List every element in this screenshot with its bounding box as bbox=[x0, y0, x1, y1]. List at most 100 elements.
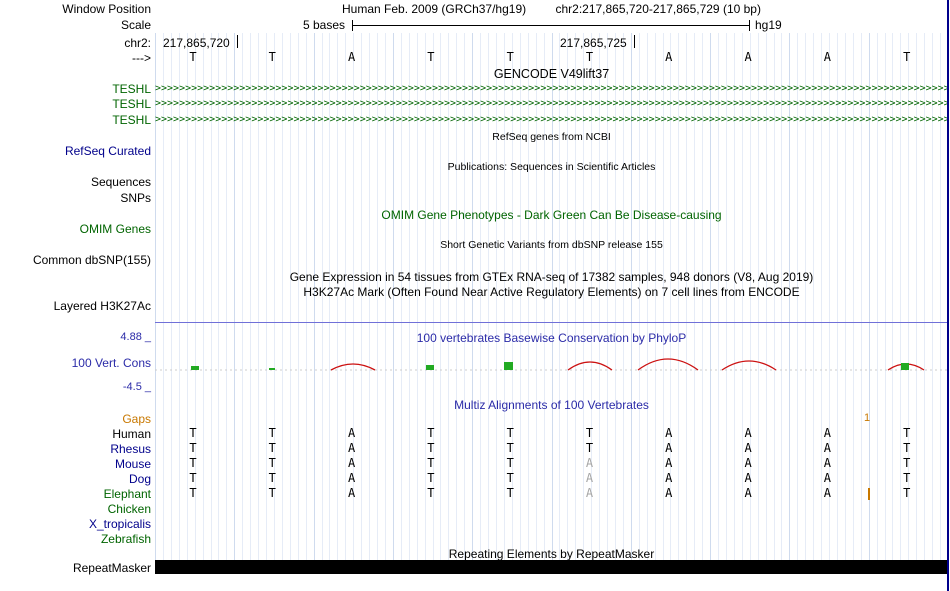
phylop-lower-limit: -4.5 _ bbox=[122, 381, 151, 393]
multiz-track-title[interactable]: Multiz Alignments of 100 Vertebrates bbox=[454, 398, 649, 412]
guideline bbox=[527, 33, 529, 574]
species-label-elephant[interactable]: Elephant bbox=[103, 487, 151, 501]
guideline bbox=[511, 33, 513, 574]
reference-base: T bbox=[585, 50, 594, 64]
species-label-rhesus[interactable]: Rhesus bbox=[110, 442, 151, 456]
guideline bbox=[852, 33, 854, 574]
gencode-track-title[interactable]: GENCODE V49lift37 bbox=[493, 67, 610, 81]
publications-snps-label[interactable]: SNPs bbox=[120, 191, 151, 205]
guideline bbox=[345, 33, 347, 574]
layered-h3k27ac-label[interactable]: Layered H3K27Ac bbox=[53, 299, 151, 313]
guideline bbox=[488, 33, 490, 574]
guideline bbox=[781, 33, 783, 574]
guideline bbox=[844, 33, 846, 574]
alignment-base: T bbox=[506, 486, 514, 500]
guideline bbox=[733, 33, 735, 574]
reference-base: A bbox=[347, 50, 356, 64]
alignment-base: A bbox=[665, 426, 673, 440]
guideline bbox=[868, 33, 870, 574]
gencode-gene-label[interactable]: TESHL bbox=[112, 82, 151, 96]
publications-track-title[interactable]: Publications: Sequences in Scientific Ar… bbox=[447, 161, 656, 173]
guideline bbox=[432, 33, 434, 574]
strand-direction-label: ---> bbox=[132, 51, 151, 65]
alignment-base: A bbox=[823, 486, 832, 500]
gtex-track-title[interactable]: Gene Expression in 54 tissues from GTEx … bbox=[289, 270, 814, 284]
alignment-base: T bbox=[903, 441, 911, 455]
guideline bbox=[646, 33, 648, 574]
guideline bbox=[892, 33, 894, 574]
refseq-track-title[interactable]: RefSeq genes from NCBI bbox=[492, 131, 611, 143]
assembly-title: Human Feb. 2009 (GRCh37/hg19) bbox=[342, 2, 527, 16]
publications-sequences-label[interactable]: Sequences bbox=[90, 175, 151, 189]
common-dbsnp-label[interactable]: Common dbSNP(155) bbox=[32, 253, 151, 267]
guideline bbox=[353, 33, 355, 574]
guideline bbox=[218, 33, 220, 574]
alignment-base: T bbox=[189, 471, 197, 485]
guideline bbox=[575, 33, 577, 574]
alignment-base: T bbox=[268, 486, 276, 500]
guideline bbox=[916, 33, 918, 574]
species-label-mouse[interactable]: Mouse bbox=[114, 457, 151, 471]
guideline bbox=[821, 33, 823, 574]
guideline bbox=[797, 33, 799, 574]
guideline bbox=[361, 33, 363, 574]
guideline bbox=[186, 33, 188, 574]
multiz-gaps-label[interactable]: Gaps bbox=[122, 412, 151, 426]
guideline bbox=[234, 33, 236, 574]
guideline bbox=[305, 33, 307, 574]
species-label-human[interactable]: Human bbox=[112, 427, 151, 441]
guideline bbox=[725, 33, 727, 574]
guideline bbox=[400, 33, 402, 574]
guideline bbox=[472, 33, 474, 574]
refseq-curated-label[interactable]: RefSeq Curated bbox=[64, 144, 151, 158]
guideline bbox=[392, 33, 394, 574]
repeatmasker-track-title[interactable]: Repeating Elements by RepeatMasker bbox=[448, 547, 655, 561]
transcript-direction-arrows[interactable]: >>>>>>>>>>>>>>>>>>>>>>>>>>>>>>>>>>>>>>>>… bbox=[155, 98, 947, 109]
scale-label: Scale bbox=[120, 18, 151, 32]
species-label-dog[interactable]: Dog bbox=[128, 472, 151, 486]
transcript-direction-arrows[interactable]: >>>>>>>>>>>>>>>>>>>>>>>>>>>>>>>>>>>>>>>>… bbox=[155, 83, 947, 94]
h3k27ac-track-title[interactable]: H3K27Ac Mark (Often Found Near Active Re… bbox=[303, 285, 800, 299]
guideline bbox=[202, 33, 204, 574]
alignment-base: T bbox=[506, 426, 514, 440]
alignment-base: A bbox=[823, 456, 832, 470]
guideline bbox=[614, 33, 616, 574]
transcript-direction-arrows[interactable]: >>>>>>>>>>>>>>>>>>>>>>>>>>>>>>>>>>>>>>>>… bbox=[155, 114, 947, 125]
gencode-gene-label[interactable]: TESHL bbox=[112, 113, 151, 127]
alignment-base: T bbox=[427, 486, 435, 500]
guideline bbox=[805, 33, 807, 574]
alignment-base: T bbox=[268, 456, 276, 470]
alignment-base: A bbox=[347, 486, 356, 500]
coordinate-left: 217,865,720 bbox=[163, 36, 230, 50]
phylop-conservation-graph[interactable] bbox=[155, 348, 948, 374]
alignment-base: T bbox=[585, 426, 594, 440]
guideline bbox=[535, 33, 537, 574]
omim-track-title[interactable]: OMIM Gene Phenotypes - Dark Green Can Be… bbox=[381, 208, 722, 222]
guideline bbox=[836, 33, 838, 574]
alignment-base: A bbox=[347, 471, 356, 485]
alignment-base: T bbox=[189, 426, 197, 440]
guideline bbox=[543, 33, 545, 574]
repeatmasker-element-bar[interactable] bbox=[155, 560, 948, 574]
species-label-chicken[interactable]: Chicken bbox=[107, 502, 151, 516]
repeatmasker-label[interactable]: RepeatMasker bbox=[72, 561, 151, 575]
guideline bbox=[170, 33, 172, 574]
conservation-track-title[interactable]: 100 vertebrates Basewise Conservation by… bbox=[416, 331, 687, 345]
guideline bbox=[480, 33, 482, 574]
genome-build-label: hg19 bbox=[755, 18, 782, 32]
gencode-gene-label[interactable]: TESHL bbox=[112, 97, 151, 111]
scale-bar-left-tick bbox=[352, 20, 353, 31]
species-label-x_tropicalis[interactable]: X_tropicalis bbox=[88, 517, 151, 531]
alignment-base: T bbox=[427, 426, 435, 440]
gap-count-marker: 1 bbox=[864, 412, 871, 424]
coordinate-mid: 217,865,725 bbox=[560, 36, 627, 50]
species-label-zebrafish[interactable]: Zebrafish bbox=[100, 532, 151, 546]
alignment-base: T bbox=[268, 471, 276, 485]
guideline bbox=[250, 33, 252, 574]
conservation-track-label[interactable]: 100 Vert. Cons bbox=[71, 356, 151, 370]
omim-genes-label[interactable]: OMIM Genes bbox=[79, 222, 151, 236]
dbsnp-track-title[interactable]: Short Genetic Variants from dbSNP releas… bbox=[440, 239, 663, 251]
guideline bbox=[757, 33, 759, 574]
window-position-label: Window Position bbox=[62, 2, 151, 16]
guideline bbox=[297, 33, 299, 574]
